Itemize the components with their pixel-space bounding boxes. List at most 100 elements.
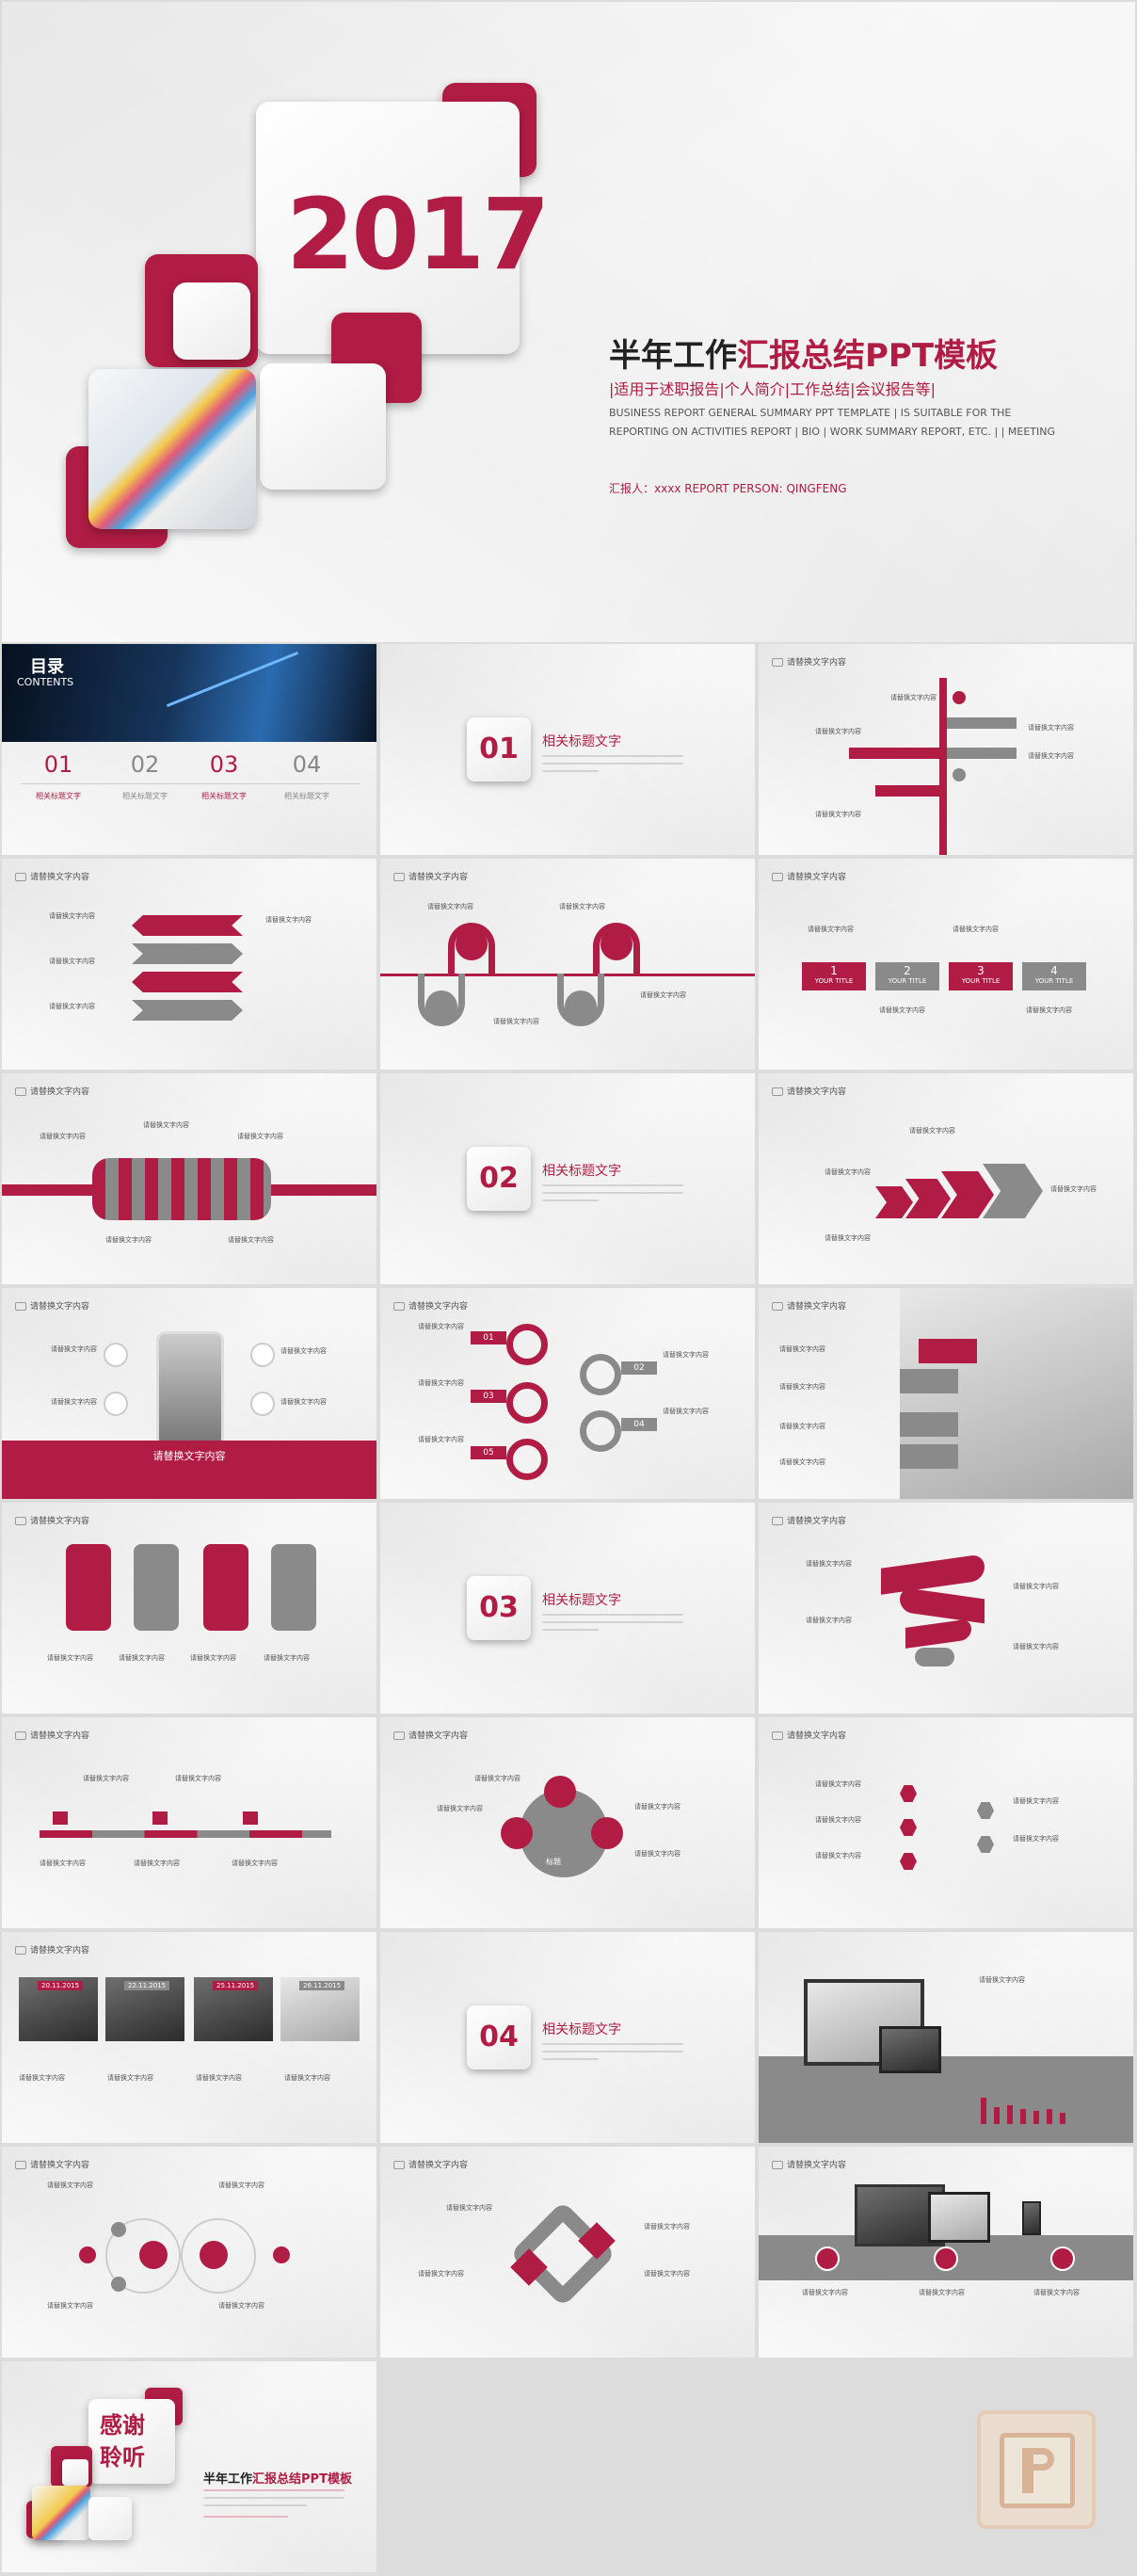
multi-label: 请替换文字内容 (802, 2289, 848, 2296)
hex-1 (900, 1785, 917, 1802)
arrow-bar-1 (132, 915, 243, 936)
slide-steps: 请替换文字内容 1 YOUR TITLE 2 YOUR TITLE 3 YOUR… (759, 859, 1133, 1070)
thanks-text-line (203, 2497, 344, 2499)
chevron-3 (941, 1171, 994, 1218)
hex-label: 请替换文字内容 (815, 1852, 861, 1860)
phone-icon-2 (104, 1392, 128, 1416)
chevron-4 (983, 1164, 1043, 1218)
hub-center-label: 标题 (546, 1858, 561, 1866)
key-label: 请替换文字内容 (663, 1351, 709, 1359)
wave-label: 请替换文字内容 (559, 903, 605, 910)
cover-photo-square (88, 369, 256, 529)
slide-header: 请替换文字内容 (15, 1085, 89, 1097)
dated-photo-label: 请替换文字内容 (19, 2074, 65, 2082)
step-number: 3 (977, 964, 985, 977)
thanks-text-square (88, 2399, 175, 2484)
chevron-label: 请替换文字内容 (825, 1234, 871, 1242)
contents-item-label: 相关标题文字 (36, 792, 81, 800)
chevron-label: 请替换文字内容 (1050, 1185, 1097, 1193)
multi-node-1 (815, 2246, 840, 2271)
phone-icon-1 (104, 1343, 128, 1367)
section-number: 04 (467, 2005, 531, 2069)
spiral-band-1 (881, 1554, 985, 1595)
phone-banner-text: 请替换文字内容 (152, 1450, 226, 1462)
slide-section-03: 03 相关标题文字 (380, 1503, 755, 1714)
slide-tags: 请替换文字内容 请替换文字内容 请替换文字内容 请替换文字内容 请替换文字内容 (2, 1503, 376, 1714)
section-text-line (542, 1199, 599, 1201)
phone-label: 请替换文字内容 (51, 1345, 97, 1353)
contents-banner (2, 644, 376, 742)
tablet-screen-2 (928, 2192, 990, 2243)
contents-item-2[interactable]: 02 相关标题文字 (107, 751, 183, 801)
slide-header: 请替换文字内容 (15, 1943, 89, 1956)
contents-item-4[interactable]: 04 相关标题文字 (269, 751, 344, 801)
multi-label: 请替换文字内容 (1033, 2289, 1080, 2296)
link-label: 请替换文字内容 (218, 2302, 264, 2310)
section-title: 相关标题文字 (542, 1164, 621, 1179)
contents-item-3[interactable]: 03 相关标题文字 (186, 751, 262, 801)
link-node-5 (111, 2222, 126, 2237)
wave-arc-2 (593, 923, 640, 975)
hub-node-right (591, 1817, 623, 1849)
spiral-label: 请替换文字内容 (806, 1560, 852, 1568)
section-text-line (542, 1614, 683, 1616)
key-ring-5 (506, 1439, 548, 1480)
section-title: 相关标题文字 (542, 734, 621, 749)
timeline-label: 请替换文字内容 (175, 1775, 221, 1782)
step-title: YOUR TITLE (1034, 977, 1074, 985)
cycle-label: 请替换文字内容 (644, 2270, 690, 2278)
hub-label: 请替换文字内容 (437, 1805, 483, 1812)
tag-1 (66, 1544, 111, 1631)
photo-tab-3 (900, 1412, 958, 1437)
thanks-title-black: 半年工作 (203, 2472, 253, 2487)
key-num-2: 02 (621, 1361, 657, 1375)
dated-photo-label: 请替换文字内容 (196, 2074, 242, 2082)
globe-icon (953, 768, 966, 781)
thanks-text-line (203, 2489, 344, 2491)
hub-label: 请替换文字内容 (634, 1850, 681, 1858)
photo-tab-2 (900, 1369, 958, 1393)
signpost-label: 请替换文字内容 (1028, 724, 1074, 732)
section-text-line (542, 1184, 683, 1186)
photo-label: 请替换文字内容 (779, 1458, 825, 1466)
hex-5 (977, 1836, 994, 1853)
key-label: 请替换文字内容 (418, 1379, 464, 1387)
step-title: YOUR TITLE (888, 977, 927, 985)
timeline-node-2 (152, 1811, 168, 1825)
tag-label: 请替换文字内容 (47, 1654, 93, 1662)
wave-label: 请替换文字内容 (640, 991, 686, 999)
slide-header: 请替换文字内容 (772, 1729, 846, 1741)
key-ring-4 (580, 1410, 621, 1452)
slide-header: 请替换文字内容 (393, 1729, 468, 1741)
key-num-5: 05 (471, 1446, 506, 1459)
link-node-4 (273, 2246, 290, 2263)
slide-cycle-arrows: 请替换文字内容 请替换文字内容 请替换文字内容 请替换文字内容 请替换文字内容 (380, 2147, 755, 2358)
contents-item-num: 02 (130, 751, 160, 778)
photo-tab-4 (900, 1444, 958, 1469)
key-label: 请替换文字内容 (663, 1408, 709, 1415)
signpost-label: 请替换文字内容 (890, 694, 937, 701)
photo-label: 请替换文字内容 (779, 1383, 825, 1391)
contents-item-1[interactable]: 01 相关标题文字 (21, 751, 96, 801)
photo-label: 请替换文字内容 (779, 1345, 825, 1353)
date-tag-2: 22.11.2015 (124, 1981, 170, 1990)
slide-header: 请替换文字内容 (15, 1299, 89, 1312)
contents-item-label: 相关标题文字 (201, 792, 247, 800)
arrow-list-label: 请替换文字内容 (265, 916, 312, 924)
contents-item-label: 相关标题文字 (284, 792, 329, 800)
slide-chevrons: 请替换文字内容 请替换文字内容 请替换文字内容 请替换文字内容 请替换文字内容 (759, 1073, 1133, 1284)
tag-2 (134, 1544, 179, 1631)
step-number: 2 (904, 964, 911, 977)
step-box-2: 2 YOUR TITLE (875, 962, 939, 990)
cover-title-black: 半年工作 (609, 337, 737, 375)
arrow-bar-3 (132, 972, 243, 992)
hex-3 (900, 1853, 917, 1870)
dated-photo-label: 请替换文字内容 (284, 2074, 330, 2082)
phone-screen (1022, 2201, 1041, 2235)
slide-numbered-keys: 请替换文字内容 01 03 05 02 04 请替换文字内容 请替换文字内容 请… (380, 1288, 755, 1499)
link-ring-1 (105, 2218, 181, 2294)
step-title: YOUR TITLE (814, 977, 854, 985)
multi-node-2 (934, 2246, 958, 2271)
hex-label: 请替换文字内容 (1013, 1797, 1059, 1805)
hub-node-top (544, 1776, 576, 1808)
